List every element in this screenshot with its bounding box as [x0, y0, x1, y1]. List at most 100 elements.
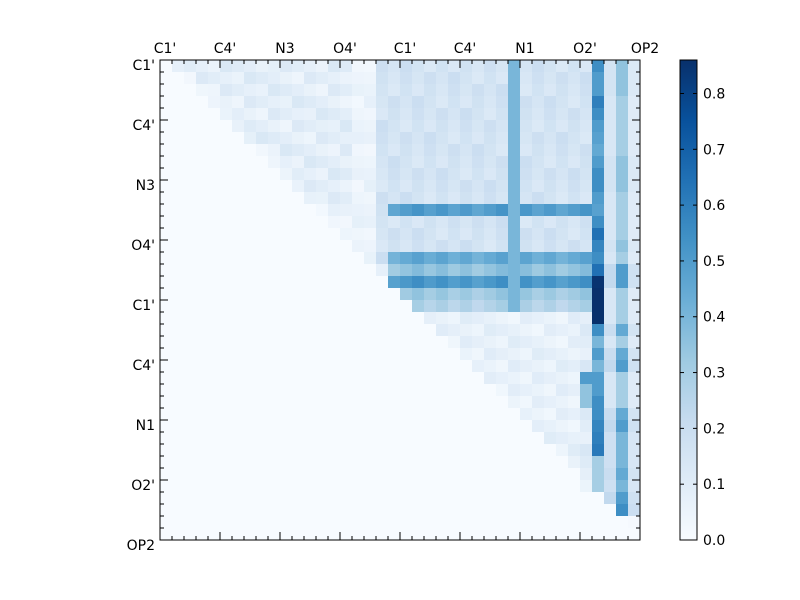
- heatmap-cell: [232, 252, 245, 265]
- heatmap-cell: [172, 84, 185, 97]
- heatmap-cell: [364, 324, 377, 337]
- heatmap-cell: [556, 84, 569, 97]
- heatmap-cell: [340, 252, 353, 265]
- heatmap-cell: [436, 360, 449, 373]
- heatmap-cell: [436, 264, 449, 277]
- heatmap-cell: [376, 492, 389, 505]
- heatmap-cell: [196, 408, 209, 421]
- heatmap-cell: [184, 96, 197, 109]
- heatmap-cell: [292, 372, 305, 385]
- heatmap-cell: [316, 492, 329, 505]
- heatmap-cell: [388, 372, 401, 385]
- heatmap-cell: [268, 156, 281, 169]
- heatmap-cell: [544, 240, 557, 253]
- heatmap-cell: [196, 264, 209, 277]
- heatmap-cell: [316, 240, 329, 253]
- heatmap-cell: [616, 300, 629, 313]
- heatmap-cell: [328, 492, 341, 505]
- heatmap-cell: [400, 516, 413, 529]
- heatmap-cell: [196, 504, 209, 517]
- heatmap-cell: [472, 120, 485, 133]
- heatmap-cell: [340, 216, 353, 229]
- x-tick-label: C4': [214, 41, 237, 57]
- heatmap-cell: [244, 324, 257, 337]
- heatmap-cell: [460, 480, 473, 493]
- heatmap-cell: [520, 516, 533, 529]
- heatmap-cell: [256, 252, 269, 265]
- heatmap-cell: [448, 432, 461, 445]
- heatmap-cell: [376, 120, 389, 133]
- heatmap-cell: [184, 72, 197, 85]
- heatmap-cell: [256, 72, 269, 85]
- heatmap-cell: [268, 504, 281, 517]
- heatmap-cell: [232, 60, 245, 73]
- heatmap-cell: [328, 192, 341, 205]
- heatmap-cell: [376, 420, 389, 433]
- heatmap-cell: [316, 96, 329, 109]
- heatmap-cell: [412, 468, 425, 481]
- heatmap-cell: [292, 528, 305, 541]
- heatmap-cell: [400, 372, 413, 385]
- heatmap-cell: [160, 348, 173, 361]
- colorbar-tick-label: 0.0: [703, 533, 725, 549]
- heatmap-cell: [184, 144, 197, 157]
- heatmap-cell: [448, 132, 461, 145]
- heatmap-cell: [364, 360, 377, 373]
- heatmap-cell: [196, 132, 209, 145]
- heatmap-cell: [568, 72, 581, 85]
- heatmap-cell: [160, 192, 173, 205]
- heatmap-cell: [232, 456, 245, 469]
- heatmap-cell: [220, 324, 233, 337]
- heatmap-cell: [580, 120, 593, 133]
- heatmap-cell: [256, 240, 269, 253]
- heatmap-cell: [628, 420, 641, 433]
- heatmap-cell: [172, 420, 185, 433]
- heatmap-cell: [304, 432, 317, 445]
- heatmap-cell: [196, 384, 209, 397]
- heatmap-cell: [388, 312, 401, 325]
- heatmap-cell: [316, 72, 329, 85]
- heatmap-cell: [184, 360, 197, 373]
- heatmap-cell: [220, 456, 233, 469]
- heatmap-cell: [328, 396, 341, 409]
- heatmap-cell: [400, 360, 413, 373]
- heatmap-cell: [568, 312, 581, 325]
- heatmap-cell: [448, 120, 461, 133]
- heatmap-cell: [364, 480, 377, 493]
- heatmap-cell: [316, 456, 329, 469]
- heatmap-cell: [280, 192, 293, 205]
- heatmap-cell: [424, 312, 437, 325]
- heatmap-cell: [424, 168, 437, 181]
- heatmap-cell: [580, 288, 593, 301]
- heatmap-cell: [400, 60, 413, 73]
- heatmap-cell: [352, 120, 365, 133]
- heatmap-cell: [616, 408, 629, 421]
- heatmap-cell: [208, 276, 221, 289]
- heatmap-cell: [616, 504, 629, 517]
- heatmap-cell: [568, 456, 581, 469]
- heatmap-cell: [508, 420, 521, 433]
- heatmap-cell: [568, 84, 581, 97]
- heatmap-cell: [400, 408, 413, 421]
- heatmap-cell: [364, 372, 377, 385]
- heatmap-cell: [268, 324, 281, 337]
- heatmap-cell: [376, 96, 389, 109]
- heatmap-cell: [220, 504, 233, 517]
- heatmap-cell: [364, 108, 377, 121]
- heatmap-cell: [280, 420, 293, 433]
- heatmap-cell: [376, 372, 389, 385]
- heatmap-cell: [424, 228, 437, 241]
- heatmap-cell: [304, 156, 317, 169]
- heatmap-cell: [352, 384, 365, 397]
- heatmap-cell: [484, 348, 497, 361]
- heatmap-cell: [412, 396, 425, 409]
- heatmap-cell: [232, 168, 245, 181]
- heatmap-cell: [280, 432, 293, 445]
- heatmap-cell: [388, 108, 401, 121]
- heatmap-cell: [484, 324, 497, 337]
- heatmap-cell: [328, 96, 341, 109]
- heatmap-cell: [160, 144, 173, 157]
- heatmap-cell: [208, 132, 221, 145]
- heatmap-cell: [304, 132, 317, 145]
- heatmap-cell: [256, 372, 269, 385]
